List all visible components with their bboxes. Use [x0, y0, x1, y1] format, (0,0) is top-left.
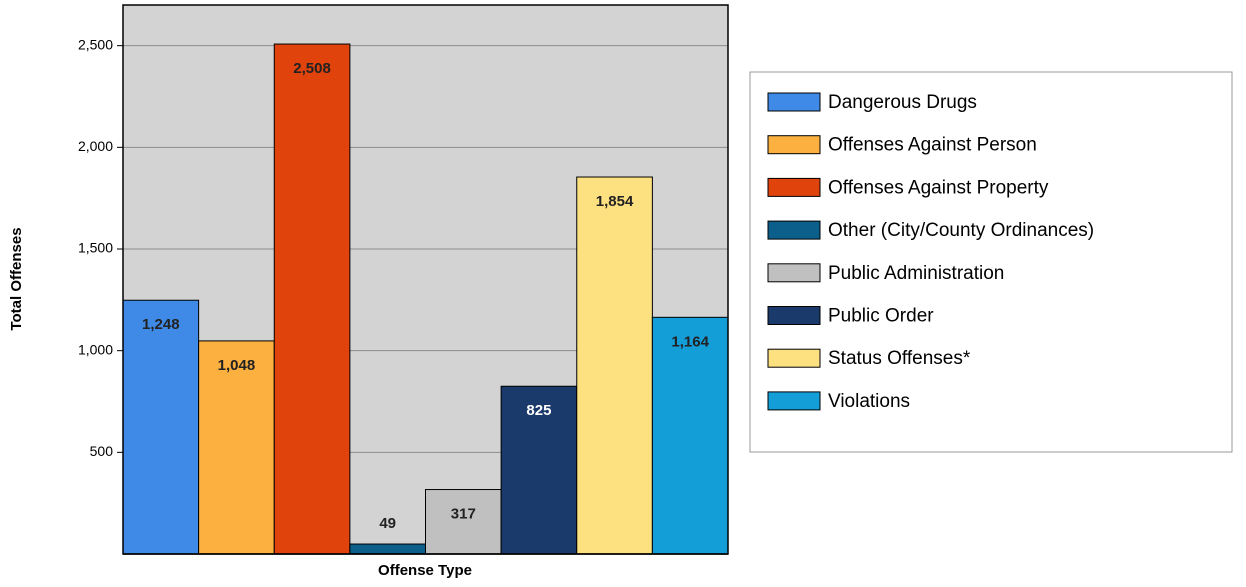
- legend-box: [749, 71, 1233, 453]
- y-tick-label: 1,500: [78, 240, 113, 256]
- y-axis-label: Total Offenses: [8, 227, 25, 330]
- data-label: 1,164: [671, 333, 709, 350]
- y-tick-label: 2,500: [78, 36, 113, 52]
- y-tick-label: 2,000: [78, 138, 113, 154]
- bars: [122, 43, 729, 555]
- legend-label: Status Offenses*: [828, 348, 971, 369]
- legend-swatch: [767, 135, 821, 155]
- data-label: 317: [451, 506, 476, 523]
- legend-swatch: [767, 391, 821, 411]
- bar: [349, 543, 426, 555]
- legend-label: Offenses Against Property: [828, 177, 1049, 198]
- x-axis-label: Offense Type: [378, 562, 472, 579]
- bar: [273, 43, 351, 555]
- data-label: 49: [379, 515, 396, 532]
- legend-label: Public Administration: [828, 263, 1004, 284]
- labels: 500 1,000 1,500 2,000 2,500 1,248 1,048 2,508 49…: [78, 36, 728, 555]
- legend-swatch: [767, 92, 821, 112]
- data-label: 1,248: [142, 316, 180, 333]
- bar: [122, 299, 200, 555]
- data-label: 1,048: [218, 357, 256, 374]
- data-label: 825: [526, 402, 551, 419]
- legend-swatch: [767, 306, 821, 325]
- legend-label: Dangerous Drugs: [828, 92, 977, 113]
- legend-label: Violations: [828, 391, 910, 412]
- data-label: 1,854: [596, 193, 634, 210]
- y-tick-label: 500: [90, 443, 114, 459]
- legend-swatch: [767, 220, 821, 240]
- legend: Dangerous Drugs Offenses Against Person Of…: [767, 92, 1094, 412]
- legend-label: Offenses Against Person: [828, 135, 1037, 156]
- legend-swatch: [767, 263, 821, 283]
- bar: [576, 176, 653, 555]
- bar: [425, 489, 502, 555]
- legend-label: Other (City/County Ordinances): [828, 220, 1094, 241]
- data-label: 2,508: [293, 60, 331, 77]
- legend-label: Public Order: [828, 306, 934, 327]
- y-tick-label: 1,000: [78, 341, 113, 357]
- legend-swatch: [767, 348, 821, 368]
- bar: [198, 340, 275, 555]
- bar: [651, 316, 729, 555]
- legend-swatch: [767, 177, 821, 197]
